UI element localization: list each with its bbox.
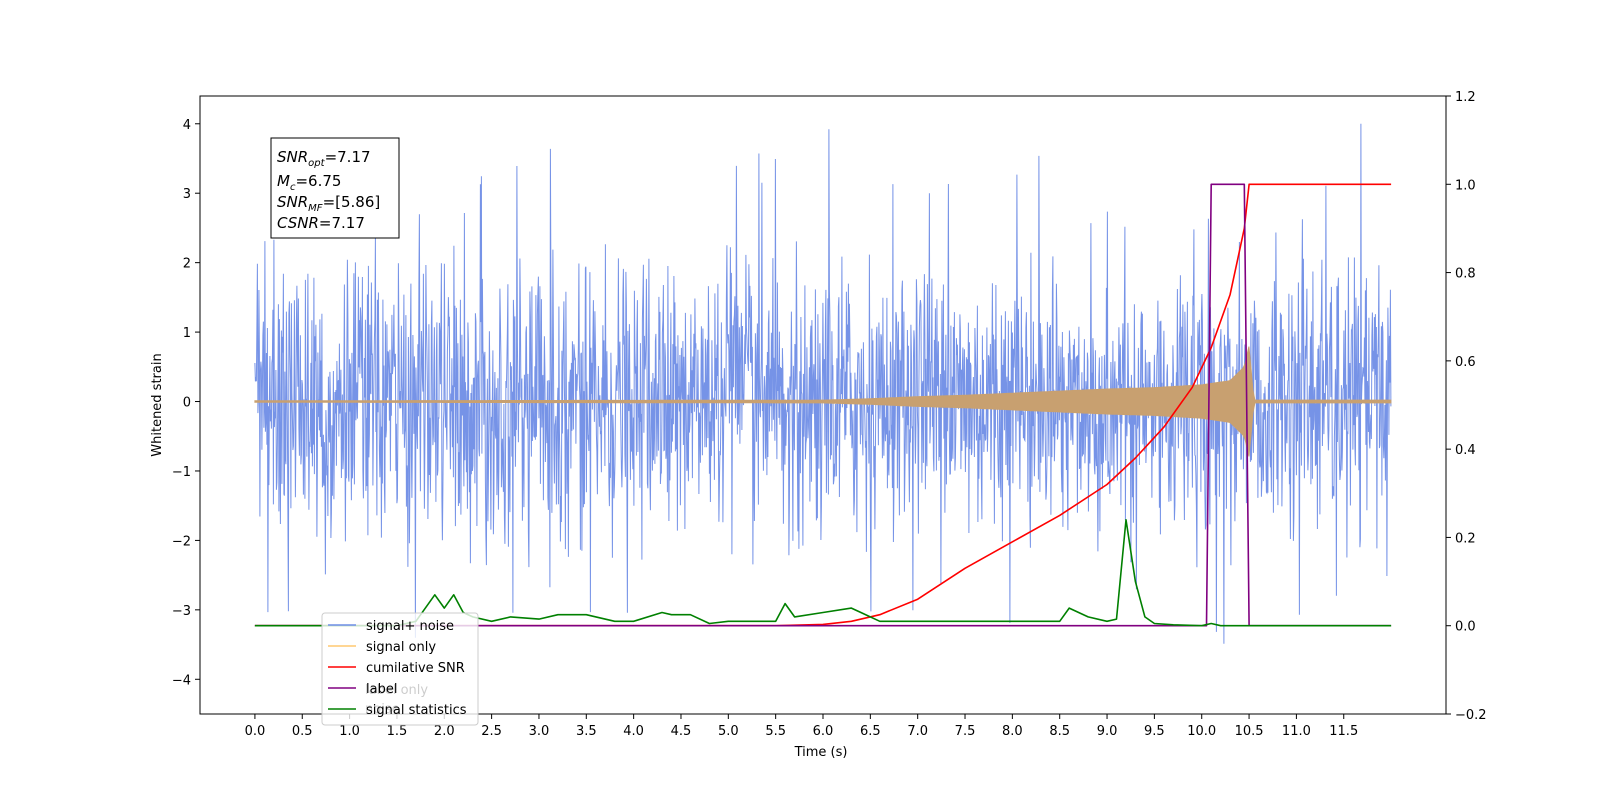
x-tick-label: 5.0	[718, 724, 739, 739]
x-tick-label: 0.5	[292, 724, 313, 739]
y-tick-label: −2	[172, 534, 191, 549]
y-axis-left: 4 3 2 1 0 −1 −2 −3 −4	[172, 118, 200, 688]
x-tick-label: 11.0	[1282, 724, 1311, 739]
x-tick-label: 6.0	[813, 724, 834, 739]
legend-label: signal+ noise	[366, 619, 454, 634]
x-tick-label: 7.0	[907, 724, 928, 739]
x-tick-label: 8.0	[1002, 724, 1023, 739]
legend-label: signal statistics	[366, 703, 467, 718]
x-tick-label: 10.5	[1235, 724, 1264, 739]
y2-tick-label: 0.8	[1455, 267, 1476, 282]
annotation-line-snr-opt: SNRopt=7.17	[277, 148, 371, 169]
y2-tick-label: −0.2	[1455, 708, 1487, 723]
x-axis-label: Time (s)	[794, 745, 848, 760]
y-tick-label: −4	[172, 673, 191, 688]
x-tick-label: 4.5	[671, 724, 692, 739]
y-tick-label: −1	[172, 465, 191, 480]
y-axis-label: Whitened strain	[150, 353, 165, 456]
x-tick-label: 4.0	[623, 724, 644, 739]
annotation-line-snr-mf: SNRMF=[5.86]	[277, 193, 380, 214]
series-signal-noise	[254, 123, 1392, 644]
x-tick-label: 6.5	[860, 724, 881, 739]
x-tick-label: 3.5	[576, 724, 597, 739]
y2-tick-label: 0.6	[1455, 355, 1476, 370]
y2-tick-label: 1.0	[1455, 178, 1476, 193]
legend: signal+ noise signal only cumilative SNR la…	[321, 612, 479, 726]
x-axis: 0.0 0.5 1.0 1.5 2.0 2.5 3.0 3.5 4.0 4.5 5.0 5.5 6.0 6…	[245, 714, 1358, 739]
y-axis-right: 1.2 1.0 0.8 0.6 0.4 0.2 0.0 −0.2	[1446, 90, 1487, 723]
annotation-box: SNRopt=7.17 Mc=6.75 SNRMF=[5.86] CSNR=7.…	[270, 137, 400, 239]
legend-label: cumilative SNR	[366, 661, 465, 676]
legend-label: signal only	[366, 640, 436, 655]
y2-tick-label: 0.0	[1455, 620, 1476, 635]
series-cumilative-snr	[254, 183, 1392, 627]
x-tick-label: 7.5	[955, 724, 976, 739]
x-tick-label: 1.0	[339, 724, 360, 739]
y2-tick-label: 1.2	[1455, 90, 1476, 105]
x-tick-label: 9.0	[1097, 724, 1118, 739]
y2-tick-label: 0.4	[1455, 443, 1476, 458]
x-tick-label: 9.5	[1144, 724, 1165, 739]
legend-label: label	[366, 682, 397, 697]
y-tick-label: 4	[183, 118, 191, 133]
y-tick-label: 0	[183, 396, 191, 411]
x-tick-label: 8.5	[1049, 724, 1070, 739]
x-tick-label: 5.5	[765, 724, 786, 739]
annotation-line-mc: Mc=6.75	[277, 172, 341, 193]
series-signal-only	[254, 346, 1392, 457]
y-tick-label: 3	[183, 187, 191, 202]
x-tick-label: 2.5	[481, 724, 502, 739]
annotation-line-csnr: CSNR=7.17	[277, 214, 365, 232]
x-tick-label: 11.5	[1329, 724, 1358, 739]
y-tick-label: 1	[183, 326, 191, 341]
y2-tick-label: 0.2	[1455, 531, 1476, 546]
annotation-frame	[270, 137, 400, 239]
y-tick-label: −3	[172, 604, 191, 619]
x-tick-label: 0.0	[245, 724, 266, 739]
x-tick-label: 1.5	[387, 724, 408, 739]
x-tick-label: 2.0	[434, 724, 455, 739]
series-layer	[254, 123, 1392, 644]
legend-frame	[321, 612, 479, 726]
x-tick-label: 10.0	[1187, 724, 1216, 739]
x-tick-label: 3.0	[529, 724, 550, 739]
y-tick-label: 2	[183, 257, 191, 272]
